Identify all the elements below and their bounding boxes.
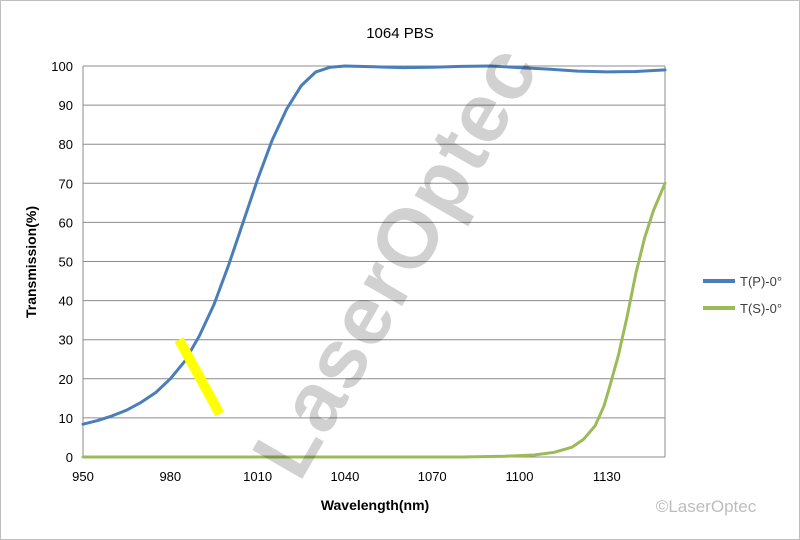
legend-label-ts: T(S)-0° [740, 301, 782, 316]
y-tick-label: 60 [59, 215, 73, 230]
x-tick-label: 1100 [506, 469, 534, 484]
y-tick-label: 100 [51, 59, 73, 74]
y-axis-title: Transmission(%) [23, 206, 39, 318]
series-line-ts [81, 181, 667, 459]
x-tick-label: 1070 [418, 469, 447, 484]
annotations [174, 337, 225, 417]
y-tick-label: 30 [59, 333, 73, 348]
y-tick-label: 70 [59, 176, 73, 191]
chart-title: 1064 PBS [366, 25, 434, 42]
x-tick-label: 1040 [330, 469, 359, 484]
x-tick-label: 950 [72, 469, 94, 484]
watermark-logo: LaserOptec [234, 28, 557, 493]
y-tick-label: 40 [59, 294, 73, 309]
y-tick-label: 10 [59, 411, 73, 426]
series-line-tp [81, 64, 667, 426]
legend: T(P)-0° T(S)-0° [703, 274, 782, 316]
x-tick-label: 1130 [593, 469, 621, 484]
y-tick-label: 50 [59, 255, 73, 270]
y-tick-label: 90 [59, 98, 73, 113]
series-lines [81, 64, 667, 459]
highlight-bar [174, 337, 225, 417]
x-tick-label: 980 [159, 469, 181, 484]
y-tick-label: 0 [66, 450, 73, 465]
y-tick-label: 80 [59, 137, 73, 152]
y-tick-labels: 0 10 20 30 40 50 60 70 80 90 100 [51, 59, 73, 465]
x-axis-title: Wavelength(nm) [321, 497, 429, 513]
x-tick-labels: 950 980 1010 1040 1070 1100 1130 [72, 469, 621, 484]
y-tick-label: 20 [59, 372, 73, 387]
legend-label-tp: T(P)-0° [740, 274, 782, 289]
copyright-mark: ©LaserOptec [656, 497, 757, 516]
x-tick-label: 1010 [243, 469, 272, 484]
